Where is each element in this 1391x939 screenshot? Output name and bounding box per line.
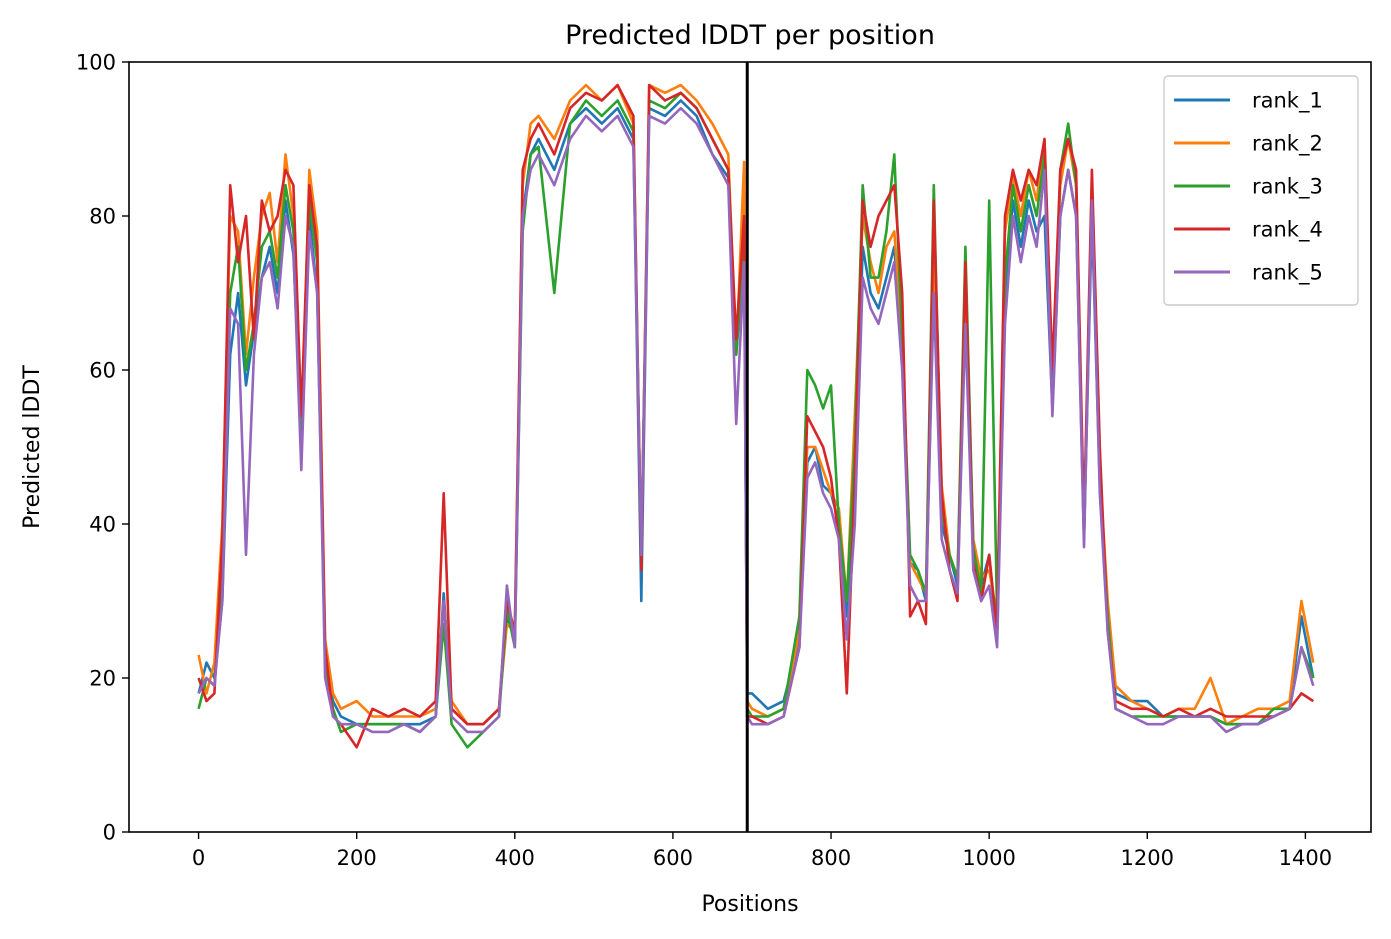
series-line-rank-2 <box>197 83 1315 726</box>
y-tick-label: 20 <box>89 667 116 691</box>
y-tick-label: 0 <box>103 821 116 845</box>
y-tick-label: 80 <box>89 205 116 229</box>
legend-label: rank_4 <box>1252 218 1323 243</box>
legend-label: rank_2 <box>1252 132 1323 157</box>
x-tick-label: 0 <box>192 846 205 870</box>
series-line-rank-5 <box>197 106 1315 734</box>
y-tick-label: 60 <box>89 359 116 383</box>
chart-title: Predicted lDDT per position <box>565 20 935 51</box>
series-line-rank-3 <box>197 91 1315 749</box>
x-tick-label: 800 <box>811 846 851 870</box>
y-tick-label: 100 <box>76 51 116 75</box>
legend-label: rank_1 <box>1252 89 1323 114</box>
x-tick-label: 400 <box>495 846 535 870</box>
legend-label: rank_5 <box>1252 261 1323 286</box>
x-tick-label: 1000 <box>962 846 1015 870</box>
series-line-rank-4 <box>197 83 1315 749</box>
plot-frame <box>128 61 1372 833</box>
x-tick-label: 200 <box>337 846 377 870</box>
y-tick-label: 40 <box>89 513 116 537</box>
x-axis: 0 200 400 600 800 1000 1200 1400 <box>192 832 1332 870</box>
x-tick-label: 1400 <box>1279 846 1332 870</box>
y-axis-title: Predicted lDDT <box>20 365 45 529</box>
x-tick-label: 600 <box>653 846 693 870</box>
series-layer <box>197 83 1315 749</box>
x-tick-label: 1200 <box>1121 846 1174 870</box>
legend-label: rank_3 <box>1252 175 1323 200</box>
x-axis-title: Positions <box>701 892 798 917</box>
series-line-rank-1 <box>197 99 1315 726</box>
legend-box <box>1163 75 1359 306</box>
y-axis: 0 20 40 60 80 100 <box>76 51 129 845</box>
legend: rank_1 rank_2 rank_3 rank_4 rank_5 <box>1163 75 1359 306</box>
